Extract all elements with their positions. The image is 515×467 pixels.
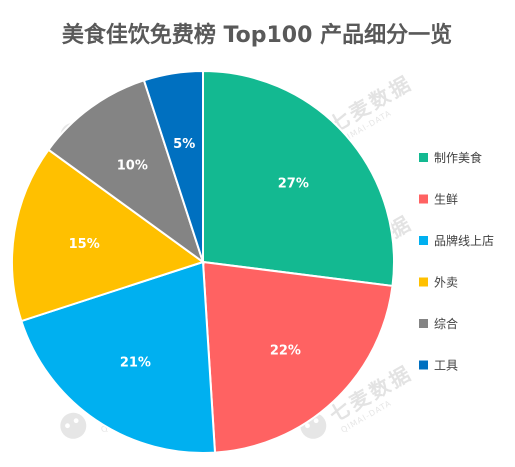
legend-label: 生鲜: [434, 193, 458, 207]
legend-label: 外卖: [434, 276, 458, 290]
pie-slice: [20, 260, 217, 454]
pie-slice: [142, 69, 204, 263]
legend-swatch: [419, 319, 428, 328]
pie-slice: [202, 69, 395, 288]
pie-slices: [11, 69, 395, 454]
legend-label: 制作美食: [434, 150, 482, 165]
slice-value-label: 21%: [120, 356, 151, 371]
pie-slice-labels: 27% 22% 21% 15% 10% 5%: [69, 137, 309, 370]
qimai-logo-icon: [60, 412, 87, 439]
pie-slice: [11, 148, 206, 323]
slice-value-label: 27%: [278, 176, 309, 191]
slice-value-label: 10%: [117, 159, 148, 174]
legend-swatch: [419, 360, 428, 370]
legend-swatch: [419, 236, 428, 245]
legend-swatch: [419, 277, 428, 287]
chart-title: 美食佳饮免费榜 Top100 产品细分一览: [62, 22, 452, 48]
slice-value-label: 5%: [173, 137, 195, 152]
legend-swatch: [419, 194, 428, 204]
pie-slice: [201, 260, 394, 454]
legend-label: 品牌线上店: [434, 234, 494, 248]
legend-label: 综合: [434, 316, 458, 331]
pie-slice: [47, 79, 205, 265]
legend-label: 工具: [434, 359, 458, 373]
slice-value-label: 15%: [69, 237, 100, 252]
legend-swatch: [419, 153, 428, 162]
slice-value-label: 22%: [270, 344, 301, 359]
